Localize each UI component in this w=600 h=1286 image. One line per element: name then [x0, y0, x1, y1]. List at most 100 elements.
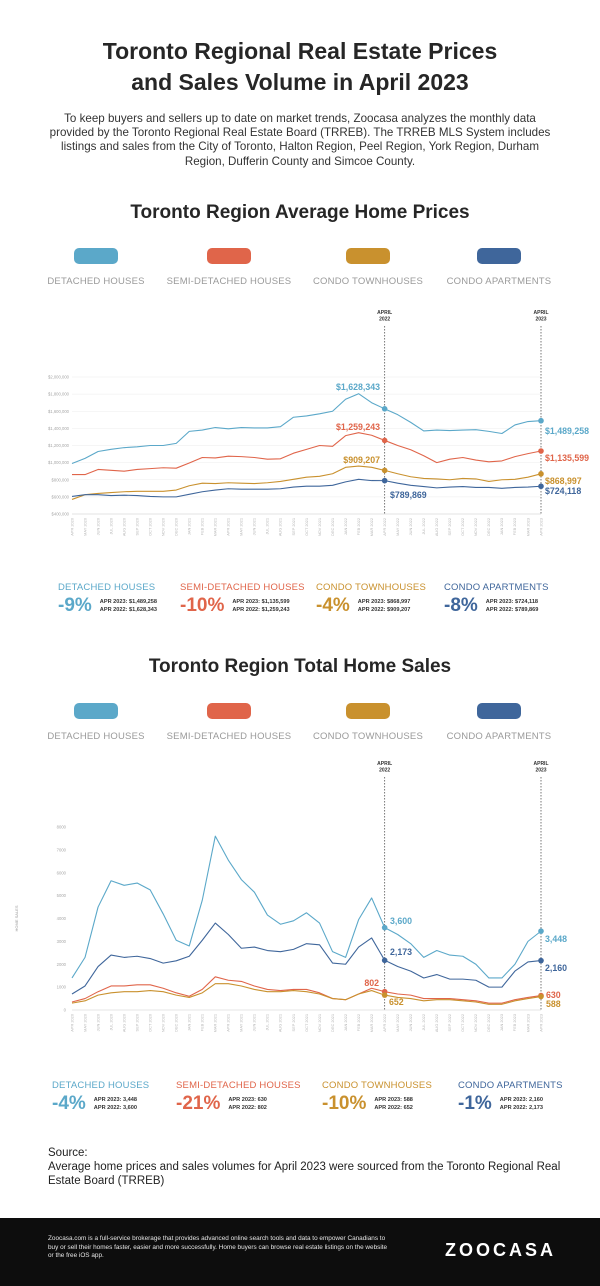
sales-x-tick-label: MAR 2021: [213, 1014, 218, 1032]
prices-y-tick-label: $1,400,000: [48, 426, 70, 431]
sales-marker-year-a2023: 2023: [535, 768, 546, 774]
sales-x-tick-label: APR 2023: [538, 1014, 543, 1032]
sales-stat-2022-apartment: APR 2022: 2,173: [499, 1105, 544, 1111]
sales-x-tick-label: AUG 2020: [121, 1013, 126, 1032]
sales-stat-2023-detached: APR 2023: 3,448: [93, 1097, 138, 1103]
legend-label-apartment: CONDO APARTMENTS: [446, 276, 552, 287]
zoocasa-logo: ZOOCASA: [445, 1240, 556, 1260]
sales-series-line-semi: [71, 976, 542, 1004]
prices-stat-pct-detached: -9%: [58, 595, 92, 616]
sales-point-detached-2022: [381, 924, 388, 931]
prices-stat-2022-semi: APR 2022: $1,259,243: [232, 607, 290, 613]
prices-x-tick-label: AUG 2020: [121, 517, 126, 536]
sales-x-tick-label: OCT 2022: [460, 1014, 465, 1032]
sales-y-tick-label: 0: [64, 1008, 67, 1013]
sales-x-tick-label: APR 2022: [382, 1014, 387, 1032]
sales-legend-label-apartment: CONDO APARTMENTS: [446, 731, 552, 742]
sales-y-tick-label: 4000: [57, 916, 67, 921]
legend-swatch-townhouse: [346, 248, 390, 264]
prices-x-tick-label: JUL 2021: [265, 518, 270, 535]
prices-x-tick-label: APR 2023: [538, 518, 543, 536]
prices-y-tick-label: $600,000: [52, 494, 70, 499]
sales-x-tick-label: DEC 2022: [486, 1014, 491, 1032]
prices-stat-name-detached: DETACHED HOUSES: [58, 582, 156, 593]
sales-stat-name-townhouse: CONDO TOWNHOUSES: [322, 1080, 432, 1091]
sales-x-tick-label: JAN 2022: [343, 1014, 348, 1031]
sales-x-tick-label: JAN 2021: [187, 1014, 192, 1031]
prices-stat-2022-apartment: APR 2022: $789,869: [485, 607, 539, 613]
prices-x-tick-label: JUN 2021: [252, 518, 257, 535]
prices-y-tick-label: $2,000,000: [48, 375, 70, 380]
prices-data-label-apt_2023: $724,118: [545, 486, 581, 496]
prices-point-townhouse-2022: [381, 467, 388, 474]
prices-chart: $400,000 $600,000 $800,000 $1,000,000 $1,200…: [48, 310, 589, 536]
prices-stat-apartment: CONDO APARTMENTS -8% APR 2023: $724,118 A…: [444, 582, 584, 617]
prices-stat-pct-townhouse: -4%: [316, 595, 350, 616]
prices-marker-year-a2023: 2023: [535, 317, 546, 323]
sales-marker-year-a2022: 2022: [379, 768, 390, 774]
legend-semi: SEMI-DETACHED HOUSES: [159, 248, 299, 287]
sales-stat-pct-semi: -21%: [176, 1093, 221, 1114]
prices-x-tick-label: DEC 2021: [330, 518, 335, 536]
prices-x-tick-label: JUL 2022: [421, 518, 426, 535]
sales-legend-label-semi: SEMI-DETACHED HOUSES: [166, 731, 292, 742]
sales-stat-apartment: CONDO APARTMENTS -1% APR 2023: 2,160 APR …: [458, 1080, 598, 1115]
prices-stat-name-semi: SEMI-DETACHED HOUSES: [180, 582, 305, 593]
sales-x-tick-label: JUL 2021: [265, 1014, 270, 1031]
prices-x-tick-label: JUL 2020: [108, 517, 113, 534]
sales-stat-pct-townhouse: -10%: [322, 1093, 367, 1114]
prices-x-tick-label: JAN 2021: [187, 518, 192, 535]
sales-y-tick-label: 6000: [57, 870, 67, 875]
prices-x-tick-label: SEP 2022: [447, 518, 452, 535]
sales-x-tick-label: NOV 2020: [160, 1013, 165, 1032]
legend-swatch-semi: [207, 248, 251, 264]
sales-series-line-apartment: [71, 922, 542, 995]
sales-x-tick-label: JUN 2020: [95, 1013, 100, 1031]
sales-x-tick-label: APR 2020: [69, 1013, 74, 1032]
prices-point-apartment-2023: [538, 483, 544, 490]
sales-x-tick-label: JUL 2020: [108, 1013, 113, 1030]
prices-x-tick-label: MAR 2023: [525, 518, 530, 536]
sales-y-tick-label: 8000: [57, 825, 67, 830]
legend-swatch-apartment: [477, 248, 521, 264]
prices-point-detached-2023: [538, 417, 544, 424]
prices-stat-name-townhouse: CONDO TOWNHOUSES: [316, 582, 426, 593]
legend-label-semi: SEMI-DETACHED HOUSES: [166, 276, 292, 287]
sales-point-townhouse-2023: [538, 993, 544, 1000]
prices-marker-label-a2023: APRIL: [534, 310, 549, 316]
sales-marker-label-a2023: APRIL: [534, 761, 549, 767]
prices-point-semi-2022: [381, 437, 388, 444]
legend-label-detached: DETACHED HOUSES: [47, 276, 145, 287]
sales-x-tick-label: MAR 2023: [525, 1014, 530, 1032]
sales-stat-2022-townhouse: APR 2022: 652: [374, 1105, 413, 1111]
sales-stat-2023-apartment: APR 2023: 2,160: [499, 1097, 544, 1103]
legend-label-townhouse: CONDO TOWNHOUSES: [313, 276, 423, 287]
prices-stat-townhouse: CONDO TOWNHOUSES -4% APR 2023: $868,997 A…: [316, 582, 456, 617]
prices-data-label-det_2022: $1,628,343: [336, 382, 380, 392]
prices-x-tick-label: JAN 2023: [499, 518, 504, 535]
sales-x-tick-label: SEP 2021: [291, 1014, 296, 1031]
prices-x-tick-label: NOV 2022: [473, 518, 478, 536]
sales-x-tick-label: SEP 2020: [134, 1013, 139, 1031]
sales-stat-2022-detached: APR 2022: 3,600: [93, 1105, 138, 1111]
sales-x-tick-label: JUL 2022: [421, 1014, 426, 1031]
prices-x-tick-label: AUG 2021: [278, 518, 283, 536]
sales-x-tick-label: JUN 2022: [408, 1014, 413, 1031]
sales-chart: HOME SALES 0 1000 2000 3000 4000 5000 6000 7000 8…: [14, 761, 567, 1032]
sales-data-label-semi_2023: 630: [546, 990, 561, 1000]
prices-stat-2023-apartment: APR 2023: $724,118: [485, 599, 539, 605]
prices-x-tick-label: DEC 2020: [174, 517, 179, 536]
sales-data-label-apt_2022: 2,173: [390, 947, 412, 957]
sales-x-tick-label: FEB 2021: [200, 1014, 205, 1031]
prices-x-tick-label: JAN 2022: [343, 518, 348, 535]
prices-x-tick-label: MAY 2022: [395, 518, 400, 536]
sales-x-tick-label: OCT 2020: [147, 1013, 152, 1032]
prices-x-tick-label: NOV 2020: [160, 517, 165, 536]
prices-stat-2023-detached: APR 2023: $1,489,258: [99, 599, 158, 605]
sales-y-tick-label: 7000: [57, 847, 67, 852]
prices-y-tick-label: $1,800,000: [48, 392, 70, 397]
prices-data-label-apt_2022: $789,869: [390, 490, 427, 500]
prices-x-tick-label: NOV 2021: [317, 518, 322, 536]
sales-x-tick-label: AUG 2021: [278, 1014, 283, 1032]
sales-point-townhouse-2022: [381, 992, 388, 998]
